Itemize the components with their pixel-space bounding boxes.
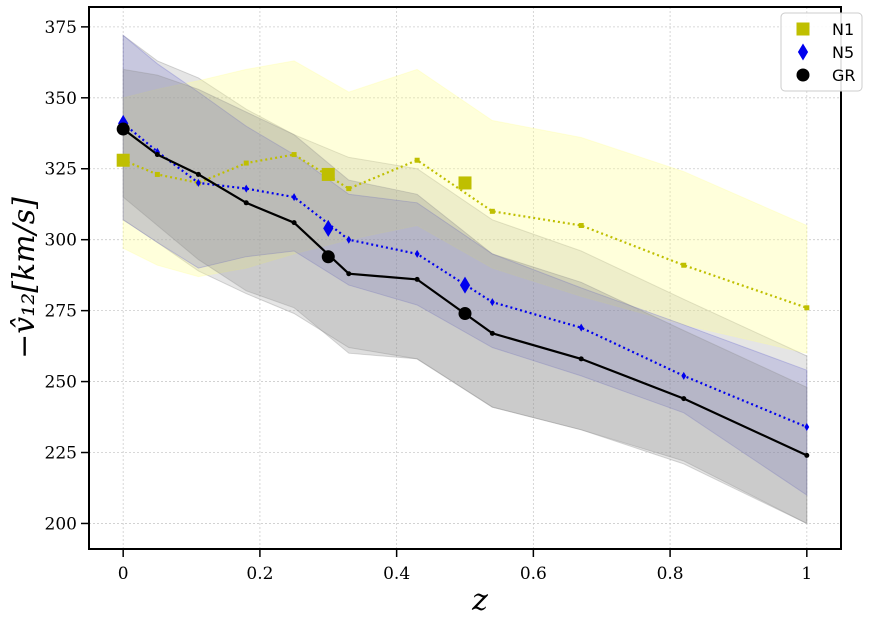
- series-markers: [116, 114, 810, 458]
- point-gr: [414, 276, 420, 282]
- point-gr: [243, 200, 249, 206]
- point-gr: [346, 271, 352, 277]
- legend-label-gr: GR: [832, 66, 856, 85]
- point-n1: [804, 305, 810, 311]
- point-n5: [291, 193, 297, 202]
- y-tick-label: 250: [45, 373, 77, 393]
- point-n5: [414, 249, 420, 258]
- line-n1: [122, 153, 808, 309]
- y-tick-label: 300: [45, 231, 77, 251]
- point-gr: [489, 330, 495, 336]
- y-tick-label: 200: [45, 514, 77, 534]
- legend-label-n5: N5: [832, 43, 854, 62]
- point-gr: [291, 220, 297, 226]
- marker-n1: [321, 167, 335, 181]
- line-n5: [122, 122, 808, 429]
- x-tick-label: 0.4: [383, 564, 410, 584]
- legend-marker-n1: [796, 22, 810, 36]
- point-n5: [243, 184, 249, 193]
- legend: N1 N5 GR: [780, 12, 863, 92]
- marker-n5: [459, 276, 471, 294]
- point-gr: [804, 452, 810, 458]
- point-gr: [154, 152, 160, 158]
- point-n1: [489, 208, 495, 214]
- x-axis-ticks: 0 0.2 0.4 0.6 0.8 1: [118, 549, 812, 584]
- marker-n1: [458, 176, 472, 190]
- x-axis-label: z: [471, 583, 488, 618]
- y-tick-label: 325: [45, 160, 77, 180]
- point-gr: [578, 356, 584, 362]
- legend-marker-gr: [796, 68, 810, 82]
- band-n1: [122, 60, 808, 354]
- point-n5: [804, 422, 810, 431]
- point-n1: [346, 186, 352, 192]
- y-tick-label: 375: [45, 18, 77, 38]
- legend-marker-n5: [797, 43, 809, 61]
- x-tick-label: 1: [801, 564, 812, 584]
- marker-gr: [116, 122, 130, 136]
- point-n1: [291, 152, 297, 158]
- y-tick-label: 350: [45, 89, 77, 109]
- y-axis-label: −v̂₁₂[km/s]: [7, 197, 42, 359]
- point-n1: [154, 171, 160, 177]
- y-axis-ticks: 200 225 250 275 300 325 350 375: [45, 18, 89, 534]
- x-tick-label: 0.2: [246, 564, 273, 584]
- x-tick-label: 0: [118, 564, 129, 584]
- y-tick-label: 275: [45, 302, 77, 322]
- point-n1: [414, 157, 420, 163]
- point-n5: [681, 371, 687, 380]
- x-tick-label: 0.8: [657, 564, 684, 584]
- point-gr: [681, 396, 687, 402]
- point-n5: [346, 235, 352, 244]
- point-n1: [578, 223, 584, 229]
- band-gr: [122, 68, 808, 525]
- x-tick-label: 0.6: [520, 564, 547, 584]
- point-n5: [195, 178, 201, 187]
- point-gr: [195, 171, 201, 177]
- point-n1: [243, 160, 249, 166]
- point-n1: [681, 262, 687, 268]
- marker-gr: [458, 306, 472, 320]
- point-n5: [578, 323, 584, 332]
- marker-n1: [116, 153, 130, 167]
- marker-n5: [323, 219, 334, 237]
- point-n5: [489, 298, 495, 307]
- legend-label-n1: N1: [832, 20, 854, 39]
- marker-gr: [321, 250, 335, 264]
- plot-frame: [88, 6, 842, 550]
- y-tick-label: 225: [45, 444, 77, 464]
